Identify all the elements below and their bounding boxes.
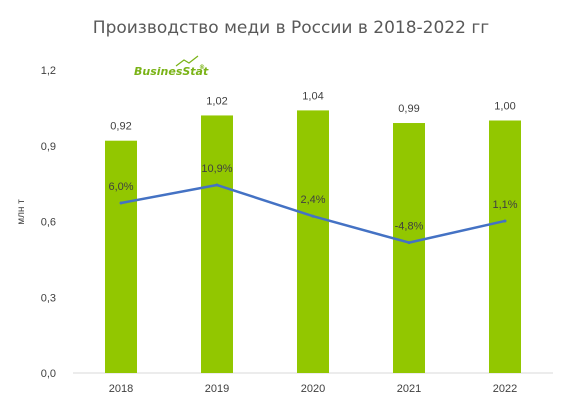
x-tick-label: 2022 — [493, 383, 517, 395]
x-tick-label: 2020 — [301, 383, 325, 395]
bar — [393, 123, 425, 374]
growth-line-point — [215, 183, 219, 187]
logo: BusinesStat ® — [134, 55, 209, 78]
bar-labels: 0,92 1,02 1,04 0,99 1,00 — [110, 90, 515, 132]
x-axis-ticks: 2018 2019 2020 2021 2022 — [109, 383, 517, 395]
bar — [489, 120, 521, 373]
bar-data-label: 0,99 — [398, 103, 419, 115]
logo-swoosh-icon — [175, 55, 199, 67]
bar-data-label: 0,92 — [110, 121, 131, 133]
bar-data-label: 1,04 — [302, 90, 323, 102]
growth-line-point — [119, 201, 123, 205]
growth-data-label: 6,0% — [108, 181, 133, 193]
bar — [201, 115, 233, 373]
bar-data-label: 1,00 — [494, 101, 515, 113]
logo-text: BusinesStat — [134, 65, 209, 78]
growth-line-point — [311, 214, 315, 218]
bars — [105, 110, 521, 374]
growth-line-point — [407, 241, 411, 245]
x-tick-label: 2018 — [109, 383, 133, 395]
y-tick-label: 1,2 — [41, 65, 56, 77]
y-tick-label: 0,0 — [41, 368, 56, 380]
growth-data-label: 2,4% — [300, 194, 325, 206]
chart-title: Производство меди в России в 2018-2022 г… — [93, 18, 489, 38]
growth-data-label: 10,9% — [201, 163, 232, 175]
bar — [297, 110, 329, 374]
y-tick-label: 0,3 — [41, 292, 56, 304]
bar-data-label: 1,02 — [206, 95, 227, 107]
growth-line-point — [503, 219, 507, 223]
y-axis-label: млн т — [16, 199, 27, 225]
x-tick-label: 2021 — [397, 383, 421, 395]
growth-labels: 6,0% 10,9% 2,4% -4,8% 1,1% — [108, 163, 517, 233]
x-tick-label: 2019 — [205, 383, 229, 395]
y-tick-label: 0,9 — [41, 141, 56, 153]
bar — [105, 140, 137, 373]
growth-data-label: 1,1% — [492, 199, 517, 211]
growth-data-label: -4,8% — [395, 221, 424, 233]
logo-mark: ® — [199, 64, 205, 71]
y-tick-label: 0,6 — [41, 217, 56, 229]
y-axis-ticks: 0,0 0,3 0,6 0,9 1,2 — [41, 65, 56, 380]
growth-line — [119, 183, 507, 245]
